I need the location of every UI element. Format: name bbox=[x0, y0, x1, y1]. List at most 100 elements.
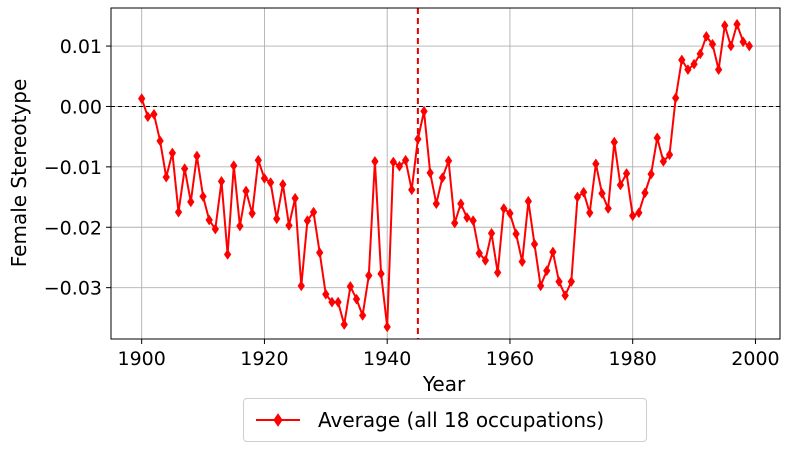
legend-line-swatch bbox=[256, 413, 300, 427]
data-point-marker bbox=[549, 246, 557, 258]
data-point-marker bbox=[457, 198, 465, 210]
data-point-marker bbox=[334, 296, 342, 308]
axis-ticks: 1900 1920 1940 1960 1980 2000 0.01 0.00 −0.01 −0.… bbox=[44, 36, 780, 370]
data-point-marker bbox=[567, 276, 576, 288]
data-point-marker bbox=[530, 238, 539, 250]
series-line bbox=[140, 23, 750, 328]
data-point-marker bbox=[487, 227, 496, 239]
data-point-marker bbox=[358, 309, 367, 321]
data-point-marker bbox=[137, 93, 146, 105]
data-point-marker bbox=[647, 168, 655, 180]
data-point-marker bbox=[340, 319, 348, 330]
data-point-marker bbox=[451, 217, 459, 229]
data-point-marker bbox=[512, 228, 520, 240]
data-point-marker bbox=[628, 210, 637, 222]
data-point-marker bbox=[745, 40, 754, 52]
y-axis-title: Female Stereotype bbox=[7, 79, 31, 268]
data-point-marker bbox=[432, 198, 440, 210]
data-point-marker bbox=[395, 160, 404, 172]
data-point-marker bbox=[377, 268, 385, 280]
data-point-marker bbox=[653, 132, 661, 144]
data-point-marker bbox=[708, 38, 717, 50]
data-point-marker bbox=[144, 111, 152, 123]
y-tick-label: 0.00 bbox=[60, 96, 102, 118]
data-point-marker bbox=[242, 185, 250, 197]
data-point-marker bbox=[426, 167, 434, 179]
data-point-marker bbox=[592, 158, 600, 170]
data-point-marker bbox=[665, 149, 674, 161]
x-tick-label: 2000 bbox=[731, 348, 779, 370]
data-point-marker bbox=[273, 213, 281, 225]
data-point-marker bbox=[303, 215, 312, 227]
data-point-marker bbox=[365, 270, 373, 282]
data-point-marker bbox=[438, 172, 447, 184]
data-point-marker bbox=[671, 92, 680, 104]
data-point-marker bbox=[678, 54, 686, 66]
data-point-marker bbox=[573, 191, 582, 203]
data-point-marker bbox=[500, 203, 508, 214]
data-point-marker bbox=[690, 58, 698, 70]
x-tick-label: 1920 bbox=[240, 348, 288, 370]
data-point-marker bbox=[315, 247, 324, 259]
data-point-marker bbox=[598, 187, 606, 199]
x-axis-title: Year bbox=[422, 372, 466, 396]
data-point-marker bbox=[279, 178, 287, 190]
data-point-marker bbox=[199, 191, 207, 202]
data-point-marker bbox=[536, 280, 545, 292]
data-point-marker bbox=[187, 196, 195, 208]
legend: Average (all 18 occupations) bbox=[243, 398, 647, 442]
data-point-marker bbox=[475, 247, 483, 259]
data-point-marker bbox=[561, 290, 569, 301]
y-tick-label: −0.01 bbox=[44, 157, 102, 179]
data-point-marker bbox=[659, 155, 668, 167]
data-point-marker bbox=[610, 136, 618, 148]
data-point-marker bbox=[641, 187, 649, 199]
data-point-marker bbox=[622, 168, 631, 179]
data-point-marker bbox=[383, 321, 391, 333]
data-point-marker bbox=[211, 223, 220, 235]
data-point-marker bbox=[297, 280, 305, 292]
data-point-marker bbox=[260, 172, 269, 184]
data-point-marker bbox=[524, 195, 533, 207]
data-point-marker bbox=[444, 155, 453, 167]
y-tick-label: 0.01 bbox=[60, 36, 102, 58]
data-point-marker bbox=[352, 293, 361, 305]
data-point-marker bbox=[493, 267, 502, 279]
data-point-marker bbox=[223, 248, 232, 260]
data-point-marker bbox=[684, 64, 692, 76]
grid-lines bbox=[111, 8, 780, 339]
x-tick-label: 1940 bbox=[363, 348, 411, 370]
data-point-marker bbox=[739, 36, 747, 48]
data-point-marker bbox=[285, 220, 293, 231]
data-point-marker bbox=[389, 156, 398, 168]
data-point-marker bbox=[401, 154, 410, 166]
data-point-marker bbox=[408, 184, 416, 196]
data-point-marker bbox=[635, 207, 643, 219]
data-point-marker bbox=[193, 150, 201, 162]
data-point-marker bbox=[150, 108, 158, 120]
data-point-marker bbox=[236, 220, 244, 232]
data-point-marker bbox=[481, 255, 490, 266]
data-point-marker bbox=[174, 206, 183, 218]
reference-lines bbox=[111, 8, 780, 339]
data-point-marker bbox=[463, 212, 471, 224]
data-point-marker bbox=[469, 215, 477, 227]
data-point-marker bbox=[518, 256, 526, 268]
data-point-marker bbox=[291, 192, 299, 204]
data-point-marker bbox=[180, 163, 189, 175]
data-point-marker bbox=[506, 207, 514, 219]
data-point-marker bbox=[168, 147, 177, 159]
x-tick-label: 1960 bbox=[486, 348, 534, 370]
x-tick-label: 1900 bbox=[118, 348, 166, 370]
data-point-marker bbox=[156, 135, 164, 147]
data-point-marker bbox=[696, 48, 704, 60]
data-point-marker bbox=[346, 281, 355, 292]
data-point-marker bbox=[414, 133, 422, 145]
data-point-marker bbox=[702, 30, 711, 42]
data-point-marker bbox=[205, 214, 213, 226]
data-point-marker bbox=[420, 105, 428, 117]
data-point-marker bbox=[586, 207, 594, 219]
data-point-marker bbox=[733, 18, 741, 30]
data-point-marker bbox=[254, 154, 263, 166]
plot-frame bbox=[110, 7, 781, 340]
